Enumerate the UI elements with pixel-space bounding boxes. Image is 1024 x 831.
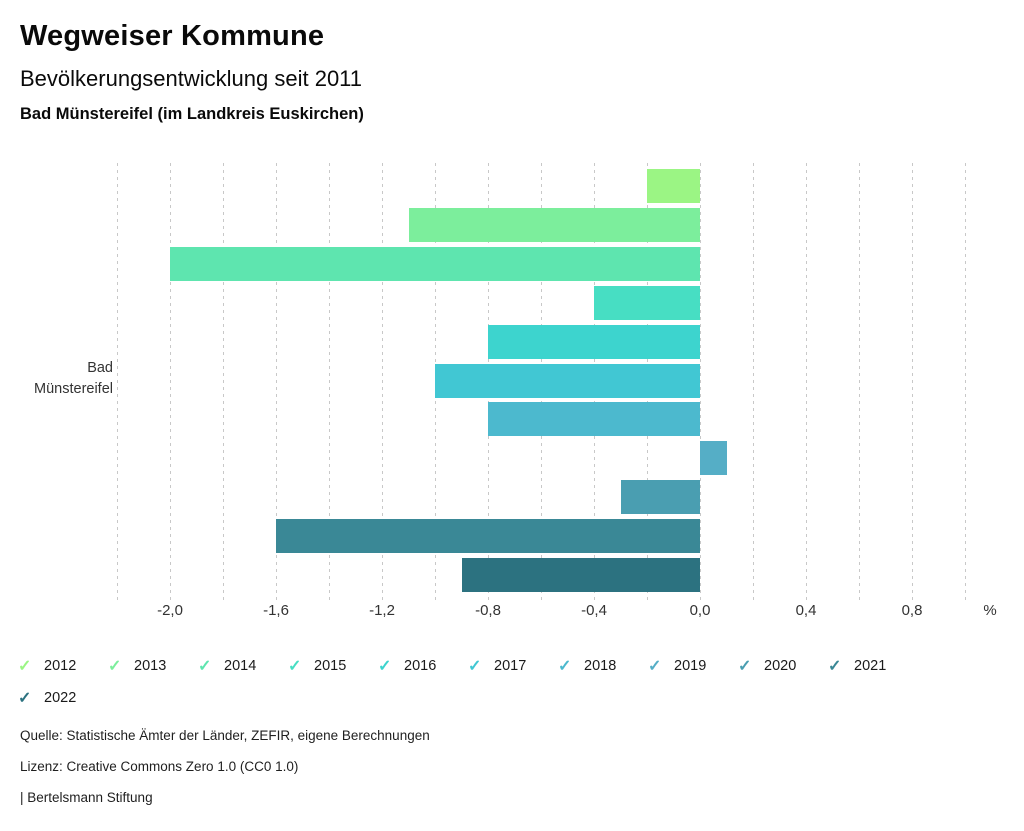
check-icon: ✓ — [18, 658, 32, 675]
legend-year-label: 2017 — [494, 658, 527, 674]
bar-2018[interactable] — [488, 402, 700, 437]
category-label: Bad Münstereifel — [0, 358, 113, 400]
check-icon: ✓ — [738, 658, 752, 675]
bar-2013[interactable] — [408, 207, 700, 242]
x-tick-label: -1,6 — [263, 602, 289, 619]
gridline — [859, 163, 860, 600]
legend-item-2012[interactable]: ✓ 2012 — [18, 655, 108, 677]
legend-year-label: 2012 — [44, 658, 77, 674]
check-icon: ✓ — [198, 658, 212, 675]
legend-item-2017[interactable]: ✓ 2017 — [468, 655, 558, 677]
legend-item-2022[interactable]: ✓ 2022 — [18, 687, 108, 709]
x-tick-label: -2,0 — [157, 602, 183, 619]
legend-year-label: 2014 — [224, 658, 257, 674]
legend-item-2019[interactable]: ✓ 2019 — [648, 655, 738, 677]
legend-item-2020[interactable]: ✓ 2020 — [738, 655, 828, 677]
legend-item-2021[interactable]: ✓ 2021 — [828, 655, 918, 677]
header: Wegweiser Kommune Bevölkerungsentwicklun… — [20, 20, 364, 124]
legend-year-label: 2015 — [314, 658, 347, 674]
gridline — [382, 163, 383, 600]
bar-2015[interactable] — [594, 285, 700, 320]
bar-2014[interactable] — [170, 246, 700, 281]
bar-2022[interactable] — [461, 558, 700, 592]
check-icon: ✓ — [18, 690, 32, 707]
gridline — [276, 163, 277, 600]
legend-item-2014[interactable]: ✓ 2014 — [198, 655, 288, 677]
legend-year-label: 2013 — [134, 658, 167, 674]
page-title: Wegweiser Kommune — [20, 20, 325, 52]
category-label-line1: Bad — [87, 360, 113, 376]
check-icon: ✓ — [558, 658, 572, 675]
gridline — [965, 163, 966, 600]
legend-item-2015[interactable]: ✓ 2015 — [288, 655, 378, 677]
bar-2019[interactable] — [700, 441, 727, 476]
x-axis-unit-label: % — [983, 602, 997, 619]
category-label-line2: Münstereifel — [34, 381, 113, 397]
check-icon: ✓ — [108, 658, 122, 675]
gridline — [117, 163, 118, 600]
bar-2020[interactable] — [620, 480, 700, 515]
legend-item-2016[interactable]: ✓ 2016 — [378, 655, 468, 677]
gridline — [329, 163, 330, 600]
source-note: Quelle: Statistische Ämter der Länder, Z… — [20, 728, 430, 743]
legend-item-2013[interactable]: ✓ 2013 — [108, 655, 198, 677]
license-note: Lizenz: Creative Commons Zero 1.0 (CC0 1… — [20, 759, 299, 774]
gridline — [223, 163, 224, 600]
chart-title: Bevölkerungsentwicklung seit 2011 — [20, 66, 363, 91]
gridline — [912, 163, 913, 600]
x-tick-label: -1,2 — [369, 602, 395, 619]
x-tick-label: 0,8 — [901, 602, 923, 619]
gridline — [170, 163, 171, 600]
bar-2012[interactable] — [647, 169, 700, 203]
legend-year-label: 2016 — [404, 658, 437, 674]
population-bar-chart: Bad Münstereifel -2,0 -1,6 -1,2 -0,8 -0,4 0,0… — [0, 160, 1024, 640]
x-tick-label: -0,4 — [581, 602, 607, 619]
legend-year-label: 2021 — [854, 658, 887, 674]
attribution-note: | Bertelsmann Stiftung — [20, 790, 153, 805]
legend-row: ✓ 2012 ✓ 2013 ✓ 2014 ✓ 2015 ✓ 2016 ✓ 2017 ✓ 2018 ✓ 2019… — [18, 655, 938, 677]
legend-year-label: 2022 — [44, 690, 77, 706]
bar-2021[interactable] — [276, 519, 700, 554]
legend-year-label: 2020 — [764, 658, 797, 674]
footer: Quelle: Statistische Ämter der Länder, Z… — [20, 728, 430, 821]
legend-year-label: 2018 — [584, 658, 617, 674]
check-icon: ✓ — [288, 658, 302, 675]
chart-region-label: Bad Münstereifel (im Landkreis Euskirche… — [20, 105, 364, 123]
bar-2016[interactable] — [488, 324, 700, 359]
gridline — [753, 163, 754, 600]
check-icon: ✓ — [468, 658, 482, 675]
x-tick-label: 0,0 — [689, 602, 711, 619]
legend-row: ✓ 2022 — [18, 687, 938, 709]
legend-item-2018[interactable]: ✓ 2018 — [558, 655, 648, 677]
bar-2017[interactable] — [435, 363, 700, 398]
check-icon: ✓ — [828, 658, 842, 675]
legend-year-label: 2019 — [674, 658, 707, 674]
x-tick-label: 0,4 — [795, 602, 817, 619]
check-icon: ✓ — [648, 658, 662, 675]
legend: ✓ 2012 ✓ 2013 ✓ 2014 ✓ 2015 ✓ 2016 ✓ 2017 ✓ 2018 ✓ 2019… — [18, 655, 938, 719]
gridline — [806, 163, 807, 600]
x-tick-label: -0,8 — [475, 602, 501, 619]
check-icon: ✓ — [378, 658, 392, 675]
gridline — [700, 163, 701, 600]
